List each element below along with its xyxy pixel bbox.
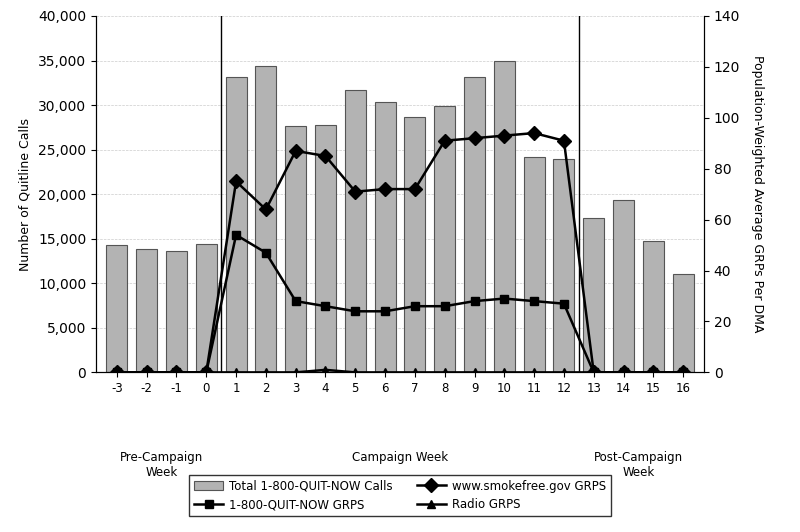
Text: Pre-Campaign
Week: Pre-Campaign Week bbox=[120, 451, 203, 479]
Text: Campaign Week: Campaign Week bbox=[352, 451, 448, 464]
Bar bbox=[434, 106, 455, 372]
Bar bbox=[196, 244, 217, 372]
Bar bbox=[405, 117, 426, 372]
Bar bbox=[673, 275, 694, 372]
Bar bbox=[374, 102, 395, 372]
Bar bbox=[554, 159, 574, 372]
Bar bbox=[226, 77, 246, 372]
Y-axis label: Population-Weighted Average GRPs Per DMA: Population-Weighted Average GRPs Per DMA bbox=[751, 55, 764, 333]
Y-axis label: Number of Quitline Calls: Number of Quitline Calls bbox=[18, 118, 31, 271]
Bar bbox=[494, 61, 514, 372]
Bar bbox=[315, 124, 336, 372]
Bar bbox=[106, 245, 127, 372]
Text: Post-Campaign
Week: Post-Campaign Week bbox=[594, 451, 683, 479]
Bar bbox=[255, 66, 276, 372]
Bar bbox=[583, 218, 604, 372]
Bar bbox=[286, 126, 306, 372]
Legend: Total 1-800-QUIT-NOW Calls, 1-800-QUIT-NOW GRPS, www.smokefree.gov GRPS, Radio G: Total 1-800-QUIT-NOW Calls, 1-800-QUIT-N… bbox=[189, 475, 611, 516]
Bar bbox=[613, 200, 634, 372]
Bar bbox=[166, 251, 187, 372]
Bar bbox=[524, 157, 545, 372]
Bar bbox=[345, 90, 366, 372]
Bar bbox=[643, 242, 664, 372]
Bar bbox=[464, 77, 485, 372]
Bar bbox=[136, 250, 157, 372]
